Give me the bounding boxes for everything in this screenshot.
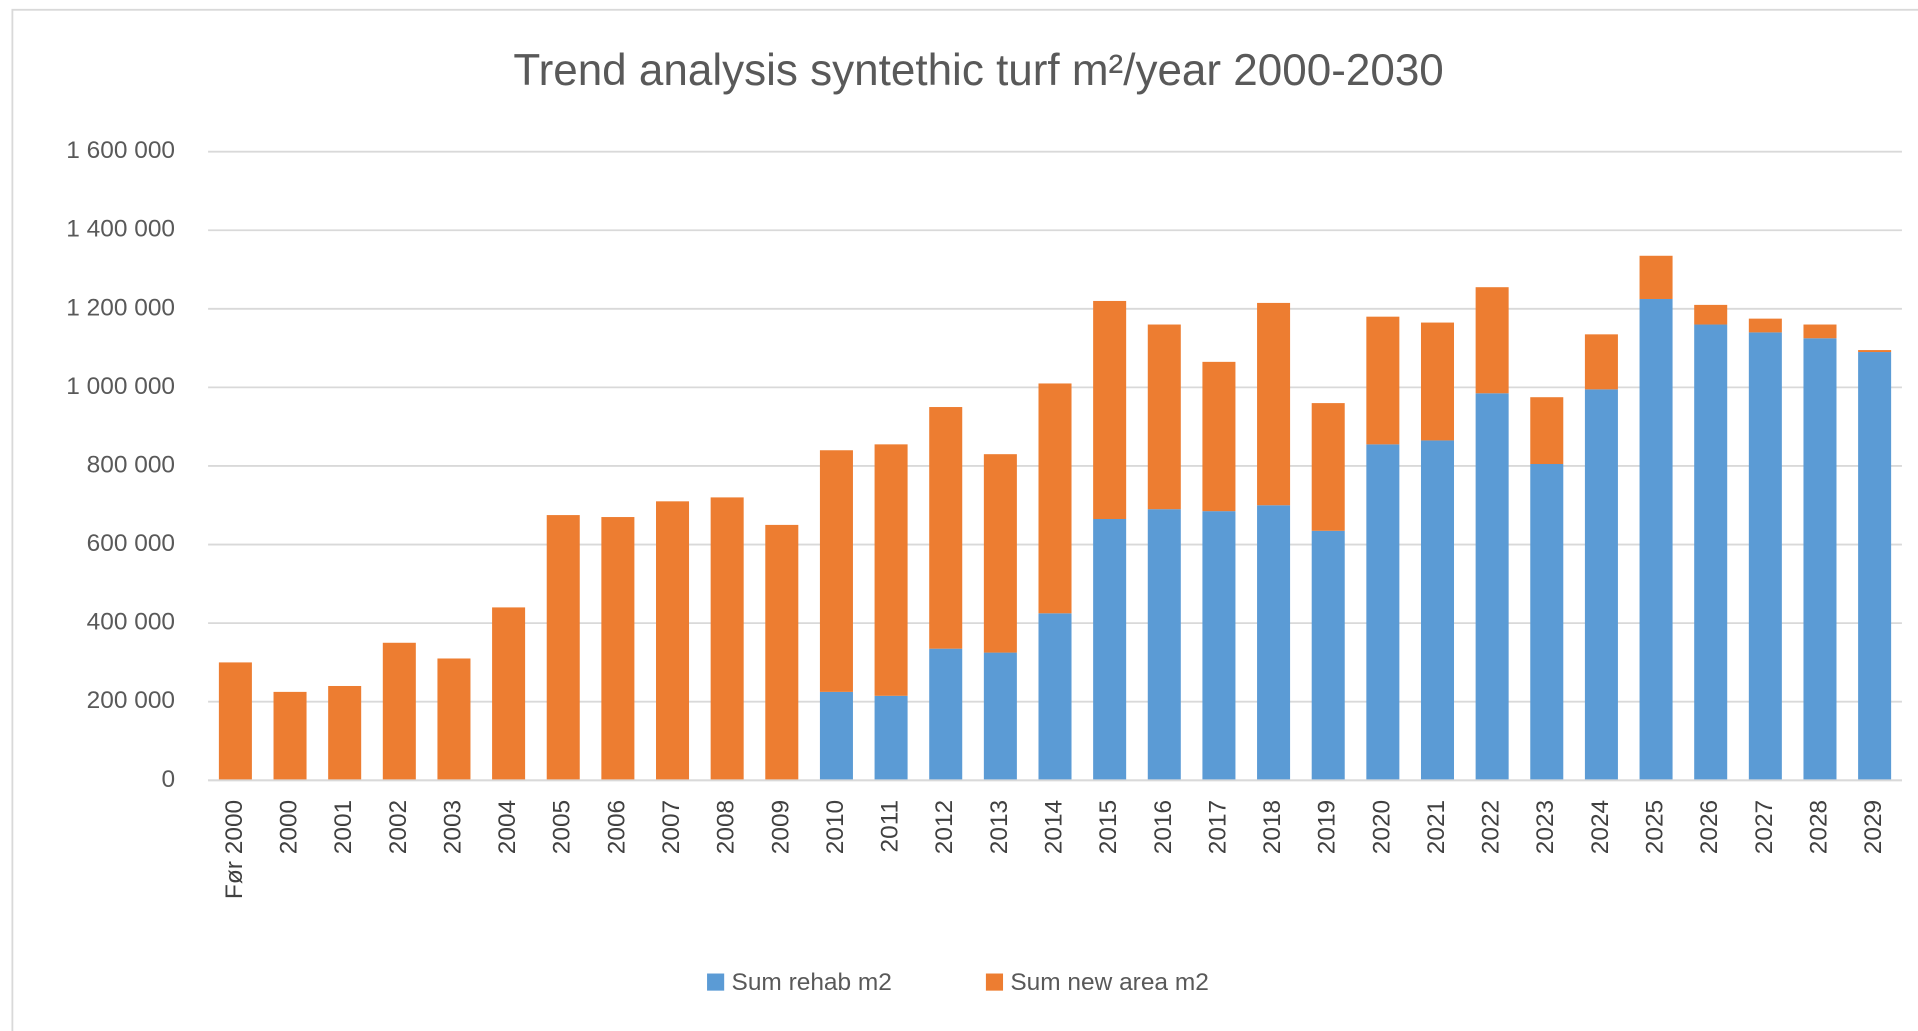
bar-segment	[1093, 300, 1127, 520]
bar-segment	[1858, 350, 1892, 353]
x-tick-label: 2011	[877, 800, 904, 853]
x-tick-label: 2002	[385, 800, 412, 854]
y-tick-label: 600 000	[87, 530, 175, 557]
bar-segment	[1803, 338, 1837, 781]
bar-segment	[218, 662, 252, 781]
legend-swatch	[985, 973, 1004, 991]
bar-segment	[1311, 403, 1345, 531]
bar-segment	[819, 450, 853, 692]
bar-segment	[874, 695, 908, 781]
bar-segment	[1420, 440, 1455, 781]
bar-segment	[1639, 298, 1673, 781]
x-tick-label: 2015	[1095, 800, 1122, 854]
bar-segment	[1038, 613, 1072, 781]
y-tick-label: 0	[161, 766, 175, 793]
bar-segment	[273, 691, 307, 781]
x-tick-label: 2028	[1805, 800, 1832, 854]
bar-segment	[1584, 334, 1618, 390]
y-tick-label: 1 600 000	[66, 137, 175, 164]
bar-segment	[437, 658, 471, 781]
legend-label: Sum rehab m2	[732, 969, 892, 996]
x-tick-label: 2027	[1751, 800, 1778, 854]
x-tick-label: 2017	[1204, 800, 1231, 854]
legend-label: Sum new area m2	[1010, 969, 1208, 996]
x-tick-label: 2009	[767, 800, 794, 854]
bar-segment	[819, 691, 853, 781]
bar-segment	[1038, 383, 1072, 614]
bar-segment	[1257, 505, 1291, 781]
bar-segment	[1093, 519, 1127, 781]
bar-segment	[1803, 324, 1837, 339]
bar-segment	[1748, 318, 1782, 333]
bar-segment	[929, 648, 963, 781]
y-tick-label: 400 000	[87, 609, 175, 636]
bar-segment	[492, 607, 526, 781]
bar-segment	[1639, 255, 1673, 299]
x-tick-label: 2020	[1368, 800, 1395, 854]
bar-segment	[1694, 324, 1728, 781]
y-tick-label: 200 000	[87, 687, 175, 714]
x-tick-label: 2025	[1642, 800, 1669, 854]
x-tick-label: 2022	[1478, 800, 1505, 854]
x-tick-label: 2026	[1696, 800, 1723, 854]
bar-segment	[1257, 302, 1291, 506]
x-tick-label: 2021	[1423, 800, 1450, 854]
bar-segment	[1530, 397, 1564, 465]
bar-segment	[765, 524, 799, 781]
bar-segment	[983, 652, 1017, 781]
x-tick-label: 2012	[931, 800, 958, 854]
x-tick-label: 2023	[1532, 800, 1559, 854]
bar-segment	[546, 515, 580, 781]
chart-border	[11, 8, 1918, 1031]
x-tick-label: 2004	[494, 800, 521, 854]
legend-swatch	[707, 973, 725, 991]
x-tick-label: 2010	[822, 800, 849, 854]
y-tick-label: 800 000	[87, 451, 175, 478]
bar-segment	[1202, 511, 1236, 781]
bar-segment	[1858, 352, 1892, 781]
bar-segment	[1420, 322, 1455, 441]
x-tick-label: 2016	[1150, 800, 1177, 854]
chart-title: Trend analysis syntethic turf m²/year 20…	[513, 46, 1443, 95]
bar-segment	[1366, 316, 1400, 445]
y-tick-label: 1 000 000	[66, 373, 175, 400]
x-tick-label: 2029	[1860, 800, 1887, 854]
x-tick-label: 2001	[330, 800, 357, 854]
x-tick-label: Før 2000	[221, 800, 248, 899]
bar-segment	[1147, 324, 1181, 510]
bar-segment	[1530, 464, 1564, 781]
bar-segment	[328, 685, 362, 781]
bar-segment	[710, 497, 744, 781]
x-tick-label: 2006	[603, 800, 630, 854]
x-tick-label: 2005	[549, 800, 576, 854]
x-tick-label: 2013	[986, 800, 1013, 854]
bar-segment	[1202, 361, 1236, 512]
bar-segment	[1748, 332, 1782, 781]
bar-segment	[1475, 393, 1509, 781]
bar-segment	[1366, 444, 1400, 781]
bar-segment	[1694, 304, 1728, 325]
x-tick-label: 2024	[1587, 800, 1614, 854]
bar-segment	[601, 517, 635, 781]
x-tick-label: 2008	[713, 800, 740, 854]
x-tick-label: 2018	[1259, 800, 1286, 854]
x-tick-label: 2000	[276, 800, 303, 854]
bar-segment	[1311, 530, 1345, 781]
y-tick-label: 1 200 000	[66, 294, 175, 321]
x-tick-label: 2019	[1314, 800, 1341, 854]
bar-segment	[983, 454, 1017, 653]
bar-segment	[656, 501, 690, 781]
bar-segment	[1584, 389, 1618, 781]
x-tick-label: 2007	[658, 800, 685, 854]
bar-segment	[1147, 509, 1181, 781]
x-tick-label: 2003	[439, 800, 466, 854]
bar-segment	[382, 642, 416, 781]
bar-segment	[1475, 287, 1509, 394]
y-tick-label: 1 400 000	[66, 216, 175, 243]
bar-segment	[929, 407, 963, 649]
bar-segment	[874, 444, 908, 696]
x-tick-label: 2014	[1040, 800, 1067, 854]
